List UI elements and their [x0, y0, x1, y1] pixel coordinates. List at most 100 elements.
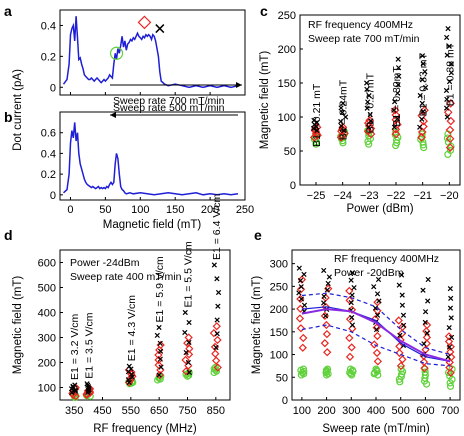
panel-a-label: a — [4, 3, 12, 19]
panel-e-red-point — [373, 357, 382, 366]
panel-c-black-point — [395, 65, 402, 71]
panel-e-xtick-label: 100 — [293, 405, 311, 417]
panel-c-red-point — [391, 110, 401, 120]
panel-d-frame — [59, 249, 231, 401]
panel-e-black-point — [298, 284, 304, 290]
panel-e-green-point — [322, 366, 331, 374]
panel-c-b-label: B1 = 0.21 mT — [311, 83, 323, 147]
panel-c-black-point — [391, 99, 398, 105]
panel-e-ytick-label: 300 — [270, 259, 288, 271]
panel-c-xtick-label: −21 — [413, 190, 432, 202]
panel-c-black-point — [339, 109, 345, 116]
panel-c-green-point — [443, 134, 452, 142]
panel-d-black-point — [126, 363, 132, 369]
panel-e-red-point — [396, 361, 406, 371]
panel-d-label: d — [4, 227, 13, 243]
panel-e-dashed-upper — [301, 292, 451, 356]
panel-c-black-point — [417, 92, 423, 99]
panel-e-black-point — [375, 276, 382, 283]
panel-c-red-point — [366, 129, 376, 139]
panel-e-black-point — [301, 271, 307, 277]
panel-e-black-point — [348, 277, 354, 283]
panel-e-red-point — [323, 348, 332, 357]
panel-e-red-point — [419, 357, 429, 367]
panel-b-xtick-label: 200 — [201, 204, 219, 216]
panel-a-arrowhead — [236, 82, 242, 88]
panel-d-xtick-label: 850 — [207, 405, 225, 417]
panel-d-ytick-label: 600 — [38, 258, 56, 270]
panel-c-red-point — [445, 125, 455, 135]
panel-b-ytick-label: 0.4 — [41, 148, 56, 160]
panel-c-xtick-label: −23 — [360, 190, 379, 202]
panel-e-text-2: Power -20dBm — [334, 267, 404, 279]
panel-e-red-point — [298, 343, 307, 352]
panel-c-black-point — [364, 105, 370, 111]
panel-d-black-point — [182, 329, 188, 336]
panel-d-black-point — [214, 317, 220, 323]
panel-d-green-point — [210, 365, 218, 373]
panel-e-ytick-label: 50 — [276, 372, 288, 384]
panel-a-circle-marker — [109, 46, 124, 60]
panel-d-green-point — [185, 368, 193, 377]
panel-e-black-point — [420, 287, 426, 293]
panel-e-red-point — [444, 332, 454, 341]
panel-c-red-point — [417, 127, 427, 137]
panel-e-red-point — [322, 329, 332, 339]
panel-d-text-2: Sweep rate 400 mT/min — [70, 271, 182, 283]
panel-c-xtick-label: −20 — [440, 190, 459, 202]
panel-c-black-point — [338, 105, 344, 111]
panel-b-xtick-label: 100 — [131, 204, 149, 216]
panel-c-black-point — [314, 119, 320, 126]
panel-e-red-point — [370, 340, 379, 349]
panel-c-black-point — [311, 117, 317, 124]
panel-c-black-point — [366, 124, 372, 130]
panel-e-red-point — [446, 368, 455, 377]
panel-c-b-label: B1 = 0.24mT — [338, 79, 350, 140]
panel-c-black-point — [338, 123, 344, 129]
panel-d-black-point — [128, 366, 134, 372]
panel-b-xtick-label: 50 — [99, 204, 111, 216]
panel-e-red-point — [345, 286, 354, 296]
panel-a-sweep-label: Sweep rate 700 mT/min — [113, 95, 225, 107]
panel-c-ylabel: Magnetic field (mT) — [259, 51, 271, 150]
panel-d-red-point — [154, 350, 163, 360]
panel-a-frame — [59, 9, 246, 96]
panel-e-xtick-label: 300 — [342, 405, 360, 417]
panel-d-black-point — [72, 388, 79, 394]
panel-d-black-point — [215, 303, 221, 309]
panel-e-black-point — [399, 292, 405, 298]
panel-d-black-point — [186, 339, 192, 346]
panel-c-black-point — [368, 118, 374, 124]
panel-e-black-point — [296, 265, 302, 271]
panel-e-red-point — [373, 331, 382, 341]
panel-d-red-point — [213, 335, 222, 345]
panel-c-black-point — [394, 90, 401, 96]
panel-b-ytick-label: 0 — [50, 190, 56, 202]
panel-e-black-point — [425, 298, 431, 304]
panel-e-red-point — [394, 316, 403, 325]
panel-e-black-point — [326, 274, 332, 280]
panel-c-black-point — [448, 61, 455, 67]
panel-e-black-point — [301, 302, 308, 308]
panel-e-black-point — [374, 291, 381, 297]
panel-d-black-point — [157, 340, 163, 346]
panel-c-black-point — [395, 56, 401, 62]
panel-e-black-point — [376, 298, 382, 304]
panel-e-green-point — [421, 368, 429, 376]
panel-c-green-point — [312, 140, 320, 148]
panel-c-black-point — [422, 84, 429, 91]
panel-d-black-point — [185, 359, 192, 366]
panel-d-black-point — [214, 276, 220, 282]
panel-d-black-point — [183, 349, 189, 356]
panel-d-black-point — [215, 289, 222, 296]
panel-e-black-point — [448, 295, 454, 302]
panel-e-xtick-label: 600 — [416, 405, 434, 417]
panel-c-black-point — [364, 86, 370, 92]
panel-e-label: e — [254, 227, 262, 243]
panel-c-red-point — [393, 120, 402, 129]
panel-d-red-point — [156, 340, 165, 350]
panel-d-xtick-label: 750 — [178, 405, 196, 417]
panel-e-red-point — [296, 324, 306, 333]
panel-e-green-point — [299, 365, 308, 373]
panel-c-black-point — [443, 105, 450, 111]
